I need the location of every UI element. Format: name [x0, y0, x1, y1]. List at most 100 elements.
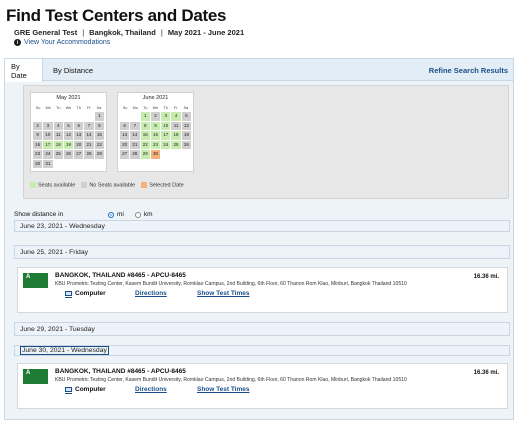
- calendar-day[interactable]: 7: [130, 121, 140, 130]
- calendar-day[interactable]: 17: [43, 140, 53, 149]
- calendar-day[interactable]: 31: [43, 159, 53, 168]
- calendar-day[interactable]: 6: [120, 121, 130, 130]
- center-address: KBU Prometric Testing Center, Kasem Bund…: [55, 281, 407, 287]
- calendar-day[interactable]: 28: [130, 150, 140, 159]
- calendar-day[interactable]: 4: [53, 121, 63, 130]
- legend-swatch: [81, 182, 88, 188]
- calendar-day[interactable]: 7: [84, 121, 94, 130]
- weekday-label: Th: [76, 106, 81, 110]
- calendar-day[interactable]: 8: [94, 121, 104, 130]
- show-test-times-link[interactable]: Show Test Times: [197, 386, 250, 393]
- weekday-label: We: [65, 106, 72, 110]
- radio-mi-label[interactable]: mi: [117, 211, 124, 218]
- calendar-day[interactable]: 30: [33, 159, 43, 168]
- calendar-day[interactable]: 5: [181, 112, 191, 121]
- calendar-day[interactable]: 23: [150, 140, 161, 149]
- calendar-day[interactable]: 26: [63, 150, 74, 159]
- calendar-day[interactable]: 21: [84, 140, 94, 149]
- date-row[interactable]: June 23, 2021 - Wednesday: [14, 220, 510, 232]
- accommodations-label[interactable]: View Your Accommodations: [24, 39, 111, 46]
- calendar-day[interactable]: 8: [140, 121, 150, 130]
- accommodations-link[interactable]: i View Your Accommodations: [14, 39, 110, 46]
- center-name: BANGKOK, THAILAND #8465 - APCU-8465: [55, 272, 186, 279]
- calendar-day[interactable]: 11: [171, 121, 181, 130]
- calendar-day[interactable]: 28: [84, 150, 94, 159]
- radio-km-label[interactable]: km: [143, 211, 153, 218]
- calendar-day[interactable]: 1: [140, 112, 150, 121]
- calendar-day[interactable]: 3: [161, 112, 171, 121]
- computer-icon: [65, 291, 72, 298]
- calendar-day[interactable]: 2: [33, 121, 43, 130]
- weekday-label: Fr: [173, 106, 178, 110]
- radio-km[interactable]: [134, 211, 141, 218]
- date-row[interactable]: June 29, 2021 - Tuesday: [14, 322, 510, 336]
- center-name: BANGKOK, THAILAND #8465 - APCU-8465: [55, 368, 186, 375]
- calendar-day[interactable]: 16: [150, 131, 161, 140]
- separator: |: [82, 28, 85, 37]
- calendar-day[interactable]: 21: [130, 140, 140, 149]
- calendar-day[interactable]: 17: [161, 131, 171, 140]
- calendar-day[interactable]: 12: [63, 131, 74, 140]
- calendar-day[interactable]: 3: [43, 121, 53, 130]
- calendar-day[interactable]: 2: [150, 112, 161, 121]
- calendar-day[interactable]: 13: [74, 131, 84, 140]
- calendar-day[interactable]: 15: [140, 131, 150, 140]
- date-row[interactable]: June 30, 2021 - Wednesday: [14, 345, 510, 356]
- calendar-day[interactable]: 25: [53, 150, 63, 159]
- weekday-label: Sa: [96, 106, 102, 110]
- info-icon: i: [14, 39, 21, 46]
- test-name: GRE General Test: [14, 28, 78, 37]
- calendar-day[interactable]: 18: [171, 131, 181, 140]
- calendar-day[interactable]: 14: [84, 131, 94, 140]
- calendar-day[interactable]: 29: [140, 150, 150, 159]
- calendar-day[interactable]: 24: [43, 150, 53, 159]
- calendar-day[interactable]: 13: [120, 131, 130, 140]
- calendar-day[interactable]: 22: [140, 140, 150, 149]
- calendar-day[interactable]: 30: [150, 150, 161, 159]
- calendar-day[interactable]: 15: [94, 131, 104, 140]
- availability-badge: A: [23, 273, 48, 288]
- legend-selected: Selected Date: [141, 182, 184, 188]
- calendar-day[interactable]: 12: [181, 121, 191, 130]
- calendar-day[interactable]: 10: [43, 131, 53, 140]
- calendar-day[interactable]: 19: [63, 140, 74, 149]
- calendar-day[interactable]: 25: [171, 140, 181, 149]
- test-mode: Computer: [75, 290, 106, 297]
- calendar-day[interactable]: 20: [74, 140, 84, 149]
- calendar-day[interactable]: 18: [53, 140, 63, 149]
- calendar-day[interactable]: 14: [130, 131, 140, 140]
- calendar-day[interactable]: 27: [74, 150, 84, 159]
- radio-mi[interactable]: [108, 211, 114, 218]
- calendar-day[interactable]: 22: [94, 140, 104, 149]
- calendar-day[interactable]: 10: [161, 121, 171, 130]
- calendar-day[interactable]: 16: [33, 140, 43, 149]
- calendar-day[interactable]: 19: [181, 131, 191, 140]
- legend-swatch: [30, 182, 36, 188]
- calendar-day[interactable]: 9: [150, 121, 161, 130]
- center-distance: 16.36 mi.: [473, 370, 499, 376]
- show-test-times-link[interactable]: Show Test Times: [197, 290, 250, 297]
- calendar-day[interactable]: 5: [63, 121, 74, 130]
- calendar-day[interactable]: 9: [33, 131, 43, 140]
- calendar-day[interactable]: 20: [120, 140, 130, 149]
- calendar-day[interactable]: 23: [33, 150, 43, 159]
- refine-search-link[interactable]: Refine Search Results: [428, 66, 508, 75]
- calendar-day[interactable]: 6: [74, 121, 84, 130]
- directions-link[interactable]: Directions: [135, 386, 167, 393]
- calendar-day[interactable]: 1: [94, 112, 104, 121]
- tab-by-date[interactable]: By Date: [5, 59, 43, 82]
- calendar-day[interactable]: 4: [171, 112, 181, 121]
- date-row-label[interactable]: June 30, 2021 - Wednesday: [20, 346, 109, 355]
- calendar-day[interactable]: 11: [53, 131, 63, 140]
- date-row[interactable]: June 25, 2021 - Friday: [14, 245, 510, 259]
- directions-link[interactable]: Directions: [135, 290, 167, 297]
- calendar-day[interactable]: 24: [161, 140, 171, 149]
- tab-by-distance[interactable]: By Distance: [53, 65, 94, 75]
- calendar-day[interactable]: 29: [94, 150, 104, 159]
- legend-label: No Seats available: [89, 182, 136, 189]
- weekday-label: Sa: [183, 106, 189, 110]
- calendar-blank: [54, 112, 63, 121]
- calendar-day[interactable]: 26: [181, 140, 191, 149]
- legend-label: Selected Date: [149, 182, 184, 189]
- calendar-day[interactable]: 27: [120, 150, 130, 159]
